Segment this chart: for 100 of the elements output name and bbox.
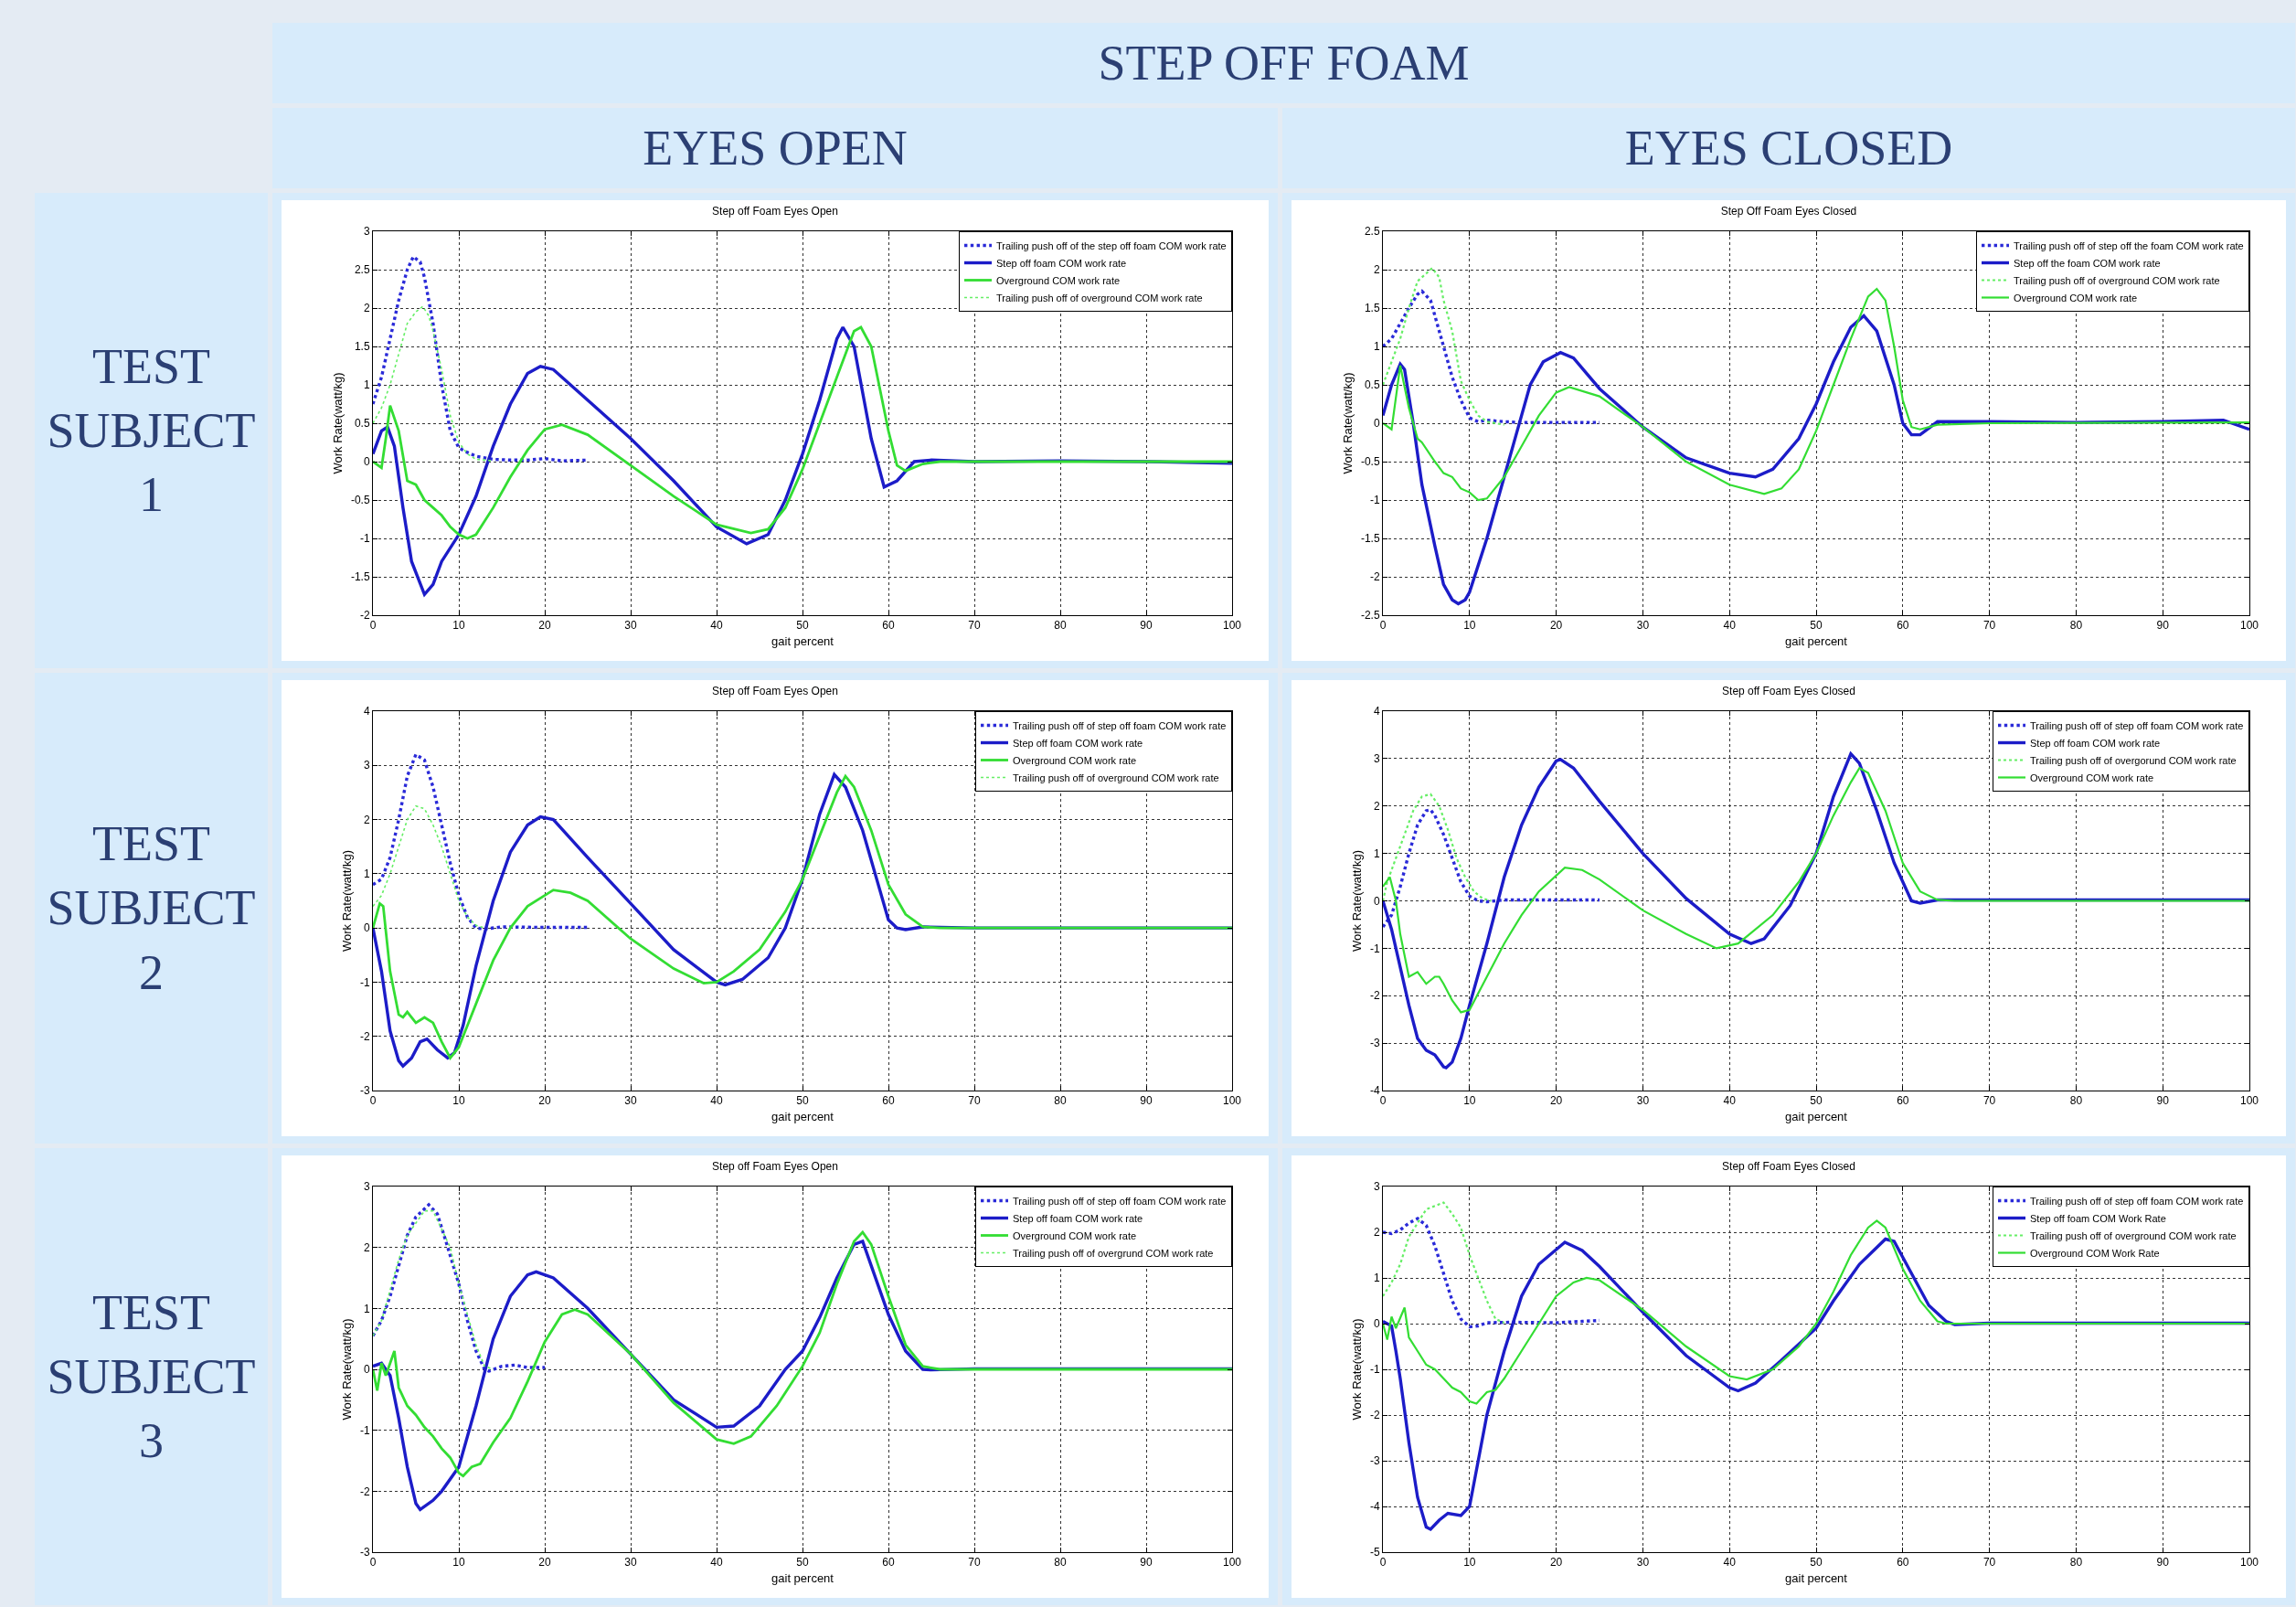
y-axis-title: Work Rate(watt/kg) [1340, 372, 1355, 474]
y-tick-label: -4 [1369, 1084, 1380, 1098]
y-tick-label: 4 [363, 705, 370, 718]
x-tick-label: 80 [1054, 1094, 1067, 1108]
y-tick-label: -1 [1369, 942, 1380, 955]
y-tick-label: -2 [359, 1029, 370, 1043]
x-tick-label: 10 [1463, 1556, 1476, 1570]
y-axis-title: Work Rate(watt/kg) [339, 849, 354, 952]
legend-label: Trailing push off of step off foam COM work rate [2030, 719, 2244, 731]
x-tick-label: 60 [882, 619, 895, 633]
text: STEP OFF FOAM [272, 23, 2295, 103]
y-tick-label: 1 [1373, 1272, 1380, 1285]
y-tick-label: -1.5 [1360, 532, 1380, 546]
y-tick-label: 3 [363, 1180, 370, 1194]
y-tick-label: 0 [363, 1363, 370, 1377]
x-tick-label: 80 [2069, 1556, 2083, 1570]
legend-label: Overground COM work rate [996, 274, 1121, 286]
legend-label: Trailing push off of overground COM work rate [2030, 1229, 2237, 1241]
y-tick-label: 0 [1373, 1317, 1380, 1331]
y-tick-label: -3 [359, 1084, 370, 1098]
x-tick-label: 20 [538, 1094, 551, 1108]
legend-label: Step off foam COM Work Rate [2030, 1212, 2166, 1224]
x-tick-label: 20 [1549, 1556, 1563, 1570]
y-tick-label: 1.5 [1364, 302, 1380, 315]
y-tick-label: 3 [363, 759, 370, 772]
line-series [1383, 1201, 1505, 1325]
y-tick-label: -5 [1369, 1546, 1380, 1559]
y-tick-label: 0.5 [354, 417, 370, 431]
y-tick-label: 3 [363, 225, 370, 239]
line-series [1383, 289, 1601, 424]
x-tick-label: 70 [1982, 1094, 1996, 1108]
chart-title: Step off Foam Eyes Closed [1722, 684, 1855, 697]
x-tick-label: 10 [452, 619, 465, 633]
text: TEST SUBJECT 3 [35, 1148, 268, 1605]
line-series [1383, 808, 1601, 929]
legend-label: Overground COM work rate [2030, 772, 2154, 783]
x-tick-label: 20 [538, 1556, 551, 1570]
text: EYES CLOSED [1282, 108, 2295, 188]
y-tick-label: 2 [363, 302, 370, 315]
x-tick-label: 70 [1982, 1556, 1996, 1570]
y-tick-label: 0 [1373, 417, 1380, 431]
legend-label: Trailing push off of overgorund COM work rate [2030, 754, 2237, 766]
y-axis-title: Work Rate(watt/kg) [330, 372, 345, 474]
y-tick-label: -1 [359, 1423, 370, 1437]
y-axis-title: Work Rate(watt/kg) [1349, 1318, 1364, 1421]
x-tick-label: 80 [2069, 1094, 2083, 1108]
y-tick-label: 0 [1373, 894, 1380, 908]
x-tick-label: 10 [452, 1094, 465, 1108]
y-axis-title: Work Rate(watt/kg) [339, 1318, 354, 1421]
legend-label: Overground COM work rate [1013, 754, 1137, 766]
y-tick-label: 2 [363, 813, 370, 826]
x-axis-title: gait percent [771, 1571, 834, 1585]
legend-label: Trailing push off of step off foam COM work rate [1013, 719, 1227, 731]
x-tick-label: 100 [1222, 1094, 1242, 1108]
y-tick-label: -2 [359, 609, 370, 623]
x-tick-label: 30 [624, 1094, 637, 1108]
y-tick-label: 3 [1373, 1180, 1380, 1194]
x-axis-title: gait percent [1785, 1110, 1848, 1123]
y-tick-label: -3 [359, 1546, 370, 1559]
x-tick-label: 90 [2156, 1094, 2170, 1108]
x-tick-label: 40 [710, 619, 723, 633]
y-tick-label: -2.5 [1360, 609, 1380, 623]
x-tick-label: 50 [1810, 619, 1823, 633]
x-tick-label: 70 [1982, 619, 1996, 633]
text: TEST SUBJECT 2 [35, 673, 268, 1144]
chart-title: Step off Foam Eyes Open [712, 204, 838, 218]
legend-label: Step off foam COM work rate [996, 257, 1127, 269]
y-tick-label: 3 [1373, 752, 1380, 766]
line-series [373, 752, 590, 931]
x-tick-label: 100 [1222, 619, 1242, 633]
y-tick-label: -1 [1369, 1363, 1380, 1377]
x-axis-title: gait percent [1785, 1571, 1848, 1585]
y-tick-label: 2 [1373, 263, 1380, 277]
x-tick-label: 100 [2239, 619, 2259, 633]
x-tick-label: 70 [968, 1556, 981, 1570]
x-tick-label: 50 [796, 619, 809, 633]
x-axis-title: gait percent [771, 634, 834, 648]
x-tick-label: 100 [2239, 1094, 2259, 1108]
y-tick-label: 2 [1373, 1226, 1380, 1240]
x-tick-label: 30 [624, 619, 637, 633]
legend-label: Step off foam COM work rate [2030, 737, 2161, 749]
chart-title: Step off Foam Eyes Closed [1722, 1159, 1855, 1173]
x-tick-label: 30 [624, 1556, 637, 1570]
y-tick-label: 2 [1373, 799, 1380, 813]
legend-label: Trailing push off of step off foam COM work rate [2030, 1195, 2244, 1207]
y-tick-label: 1 [363, 867, 370, 881]
x-tick-label: 70 [968, 619, 981, 633]
line-series [373, 804, 485, 929]
x-tick-label: 50 [796, 1556, 809, 1570]
text: TEST SUBJECT 1 [35, 193, 268, 668]
x-tick-label: 40 [1723, 619, 1737, 633]
legend-label: Step off the foam COM work rate [2014, 257, 2161, 269]
x-tick-label: 40 [710, 1556, 723, 1570]
x-tick-label: 90 [1140, 1094, 1153, 1108]
y-tick-label: -4 [1369, 1500, 1380, 1514]
legend-label: Step off foam COM work rate [1013, 737, 1143, 749]
y-tick-label: 1.5 [354, 340, 370, 354]
x-tick-label: 30 [1636, 1094, 1650, 1108]
y-tick-label: -0.5 [350, 494, 370, 507]
legend-label: Trailing push off of step off foam COM work rate [1013, 1195, 1227, 1207]
